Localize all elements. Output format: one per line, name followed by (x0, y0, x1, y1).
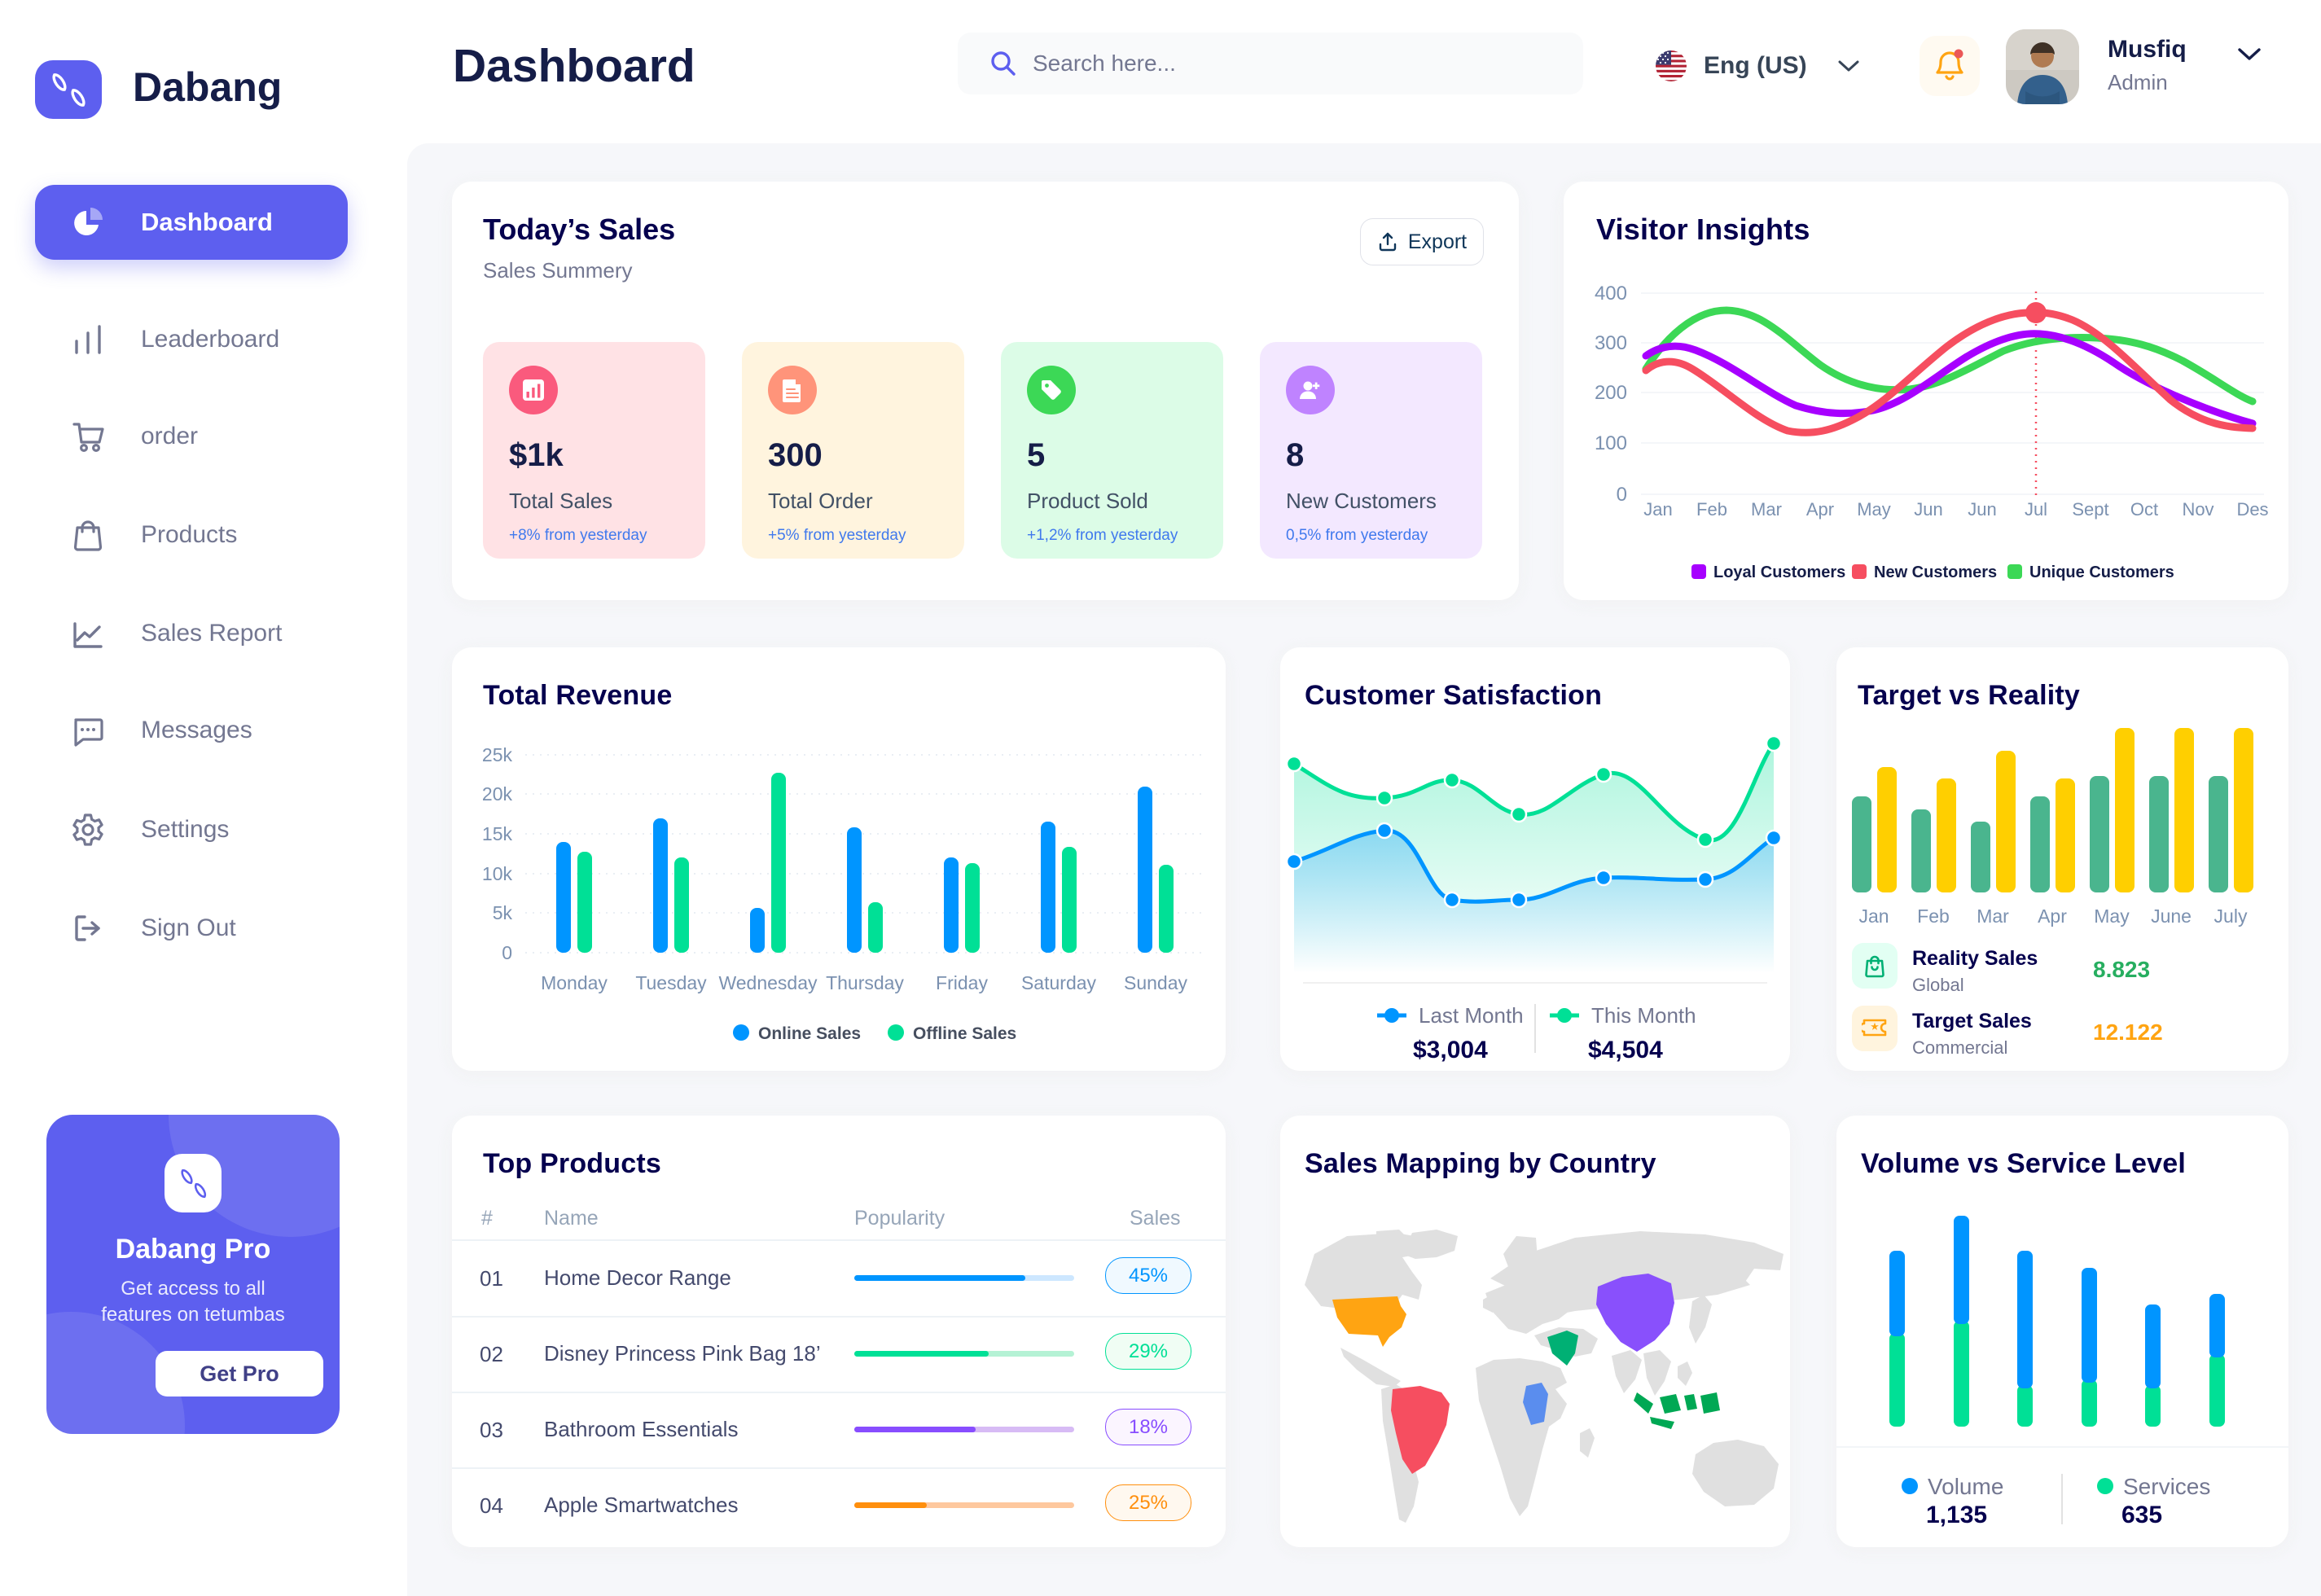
svg-text:Feb: Feb (1696, 499, 1727, 520)
svg-text:May: May (2094, 905, 2130, 927)
svg-text:May: May (1857, 499, 1891, 520)
svg-text:Jan: Jan (1858, 905, 1889, 927)
svg-text:Monday: Monday (541, 972, 608, 993)
svg-text:July: July (2214, 905, 2248, 927)
svg-text:25k: 25k (482, 744, 513, 765)
svg-text:300: 300 (1595, 332, 1627, 354)
svg-text:Oct: Oct (2130, 499, 2158, 520)
svg-text:Apr: Apr (2038, 905, 2067, 927)
svg-text:Friday: Friday (936, 972, 988, 993)
svg-text:Jan: Jan (1643, 499, 1672, 520)
svg-text:15k: 15k (482, 823, 513, 844)
svg-text:1,135: 1,135 (1926, 1502, 1987, 1528)
svg-text:New Customers: New Customers (1874, 563, 1997, 581)
svg-text:0: 0 (502, 942, 512, 963)
svg-text:Wednesday: Wednesday (718, 972, 818, 993)
svg-text:Apr: Apr (1806, 499, 1834, 520)
svg-text:Online Sales: Online Sales (758, 1024, 861, 1043)
svg-text:This Month: This Month (1591, 1003, 1696, 1028)
svg-text:Jul: Jul (2025, 499, 2047, 520)
svg-text:Tuesday: Tuesday (635, 972, 707, 993)
svg-text:200: 200 (1595, 382, 1627, 404)
svg-text:Loyal Customers: Loyal Customers (1713, 563, 1845, 581)
svg-text:Unique Customers: Unique Customers (2029, 563, 2174, 581)
svg-text:100: 100 (1595, 432, 1627, 454)
svg-text:Offline Sales: Offline Sales (913, 1024, 1016, 1043)
svg-text:Des: Des (2236, 499, 2268, 520)
svg-text:Mar: Mar (1751, 499, 1782, 520)
svg-text:400: 400 (1595, 283, 1627, 305)
svg-text:Saturday: Saturday (1021, 972, 1097, 993)
svg-text:20k: 20k (482, 783, 513, 805)
svg-text:Nov: Nov (2182, 499, 2214, 520)
svg-text:Mar: Mar (1977, 905, 2009, 927)
svg-text:Last Month: Last Month (1419, 1003, 1524, 1028)
svg-text:June: June (2151, 905, 2192, 927)
svg-text:5k: 5k (493, 902, 513, 923)
svg-text:$3,004: $3,004 (1413, 1037, 1488, 1063)
svg-text:Sunday: Sunday (1124, 972, 1188, 993)
svg-text:10k: 10k (482, 863, 513, 884)
svg-text:635: 635 (2121, 1502, 2162, 1528)
svg-text:Jun: Jun (1914, 499, 1942, 520)
svg-text:Sept: Sept (2072, 499, 2108, 520)
svg-text:Services: Services (2123, 1474, 2210, 1499)
svg-text:0: 0 (1617, 484, 1627, 506)
svg-text:Feb: Feb (1917, 905, 1950, 927)
svg-text:Thursday: Thursday (826, 972, 904, 993)
svg-text:Jun: Jun (1968, 499, 1996, 520)
svg-text:Volume: Volume (1928, 1474, 2003, 1499)
svg-text:$4,504: $4,504 (1588, 1037, 1663, 1063)
